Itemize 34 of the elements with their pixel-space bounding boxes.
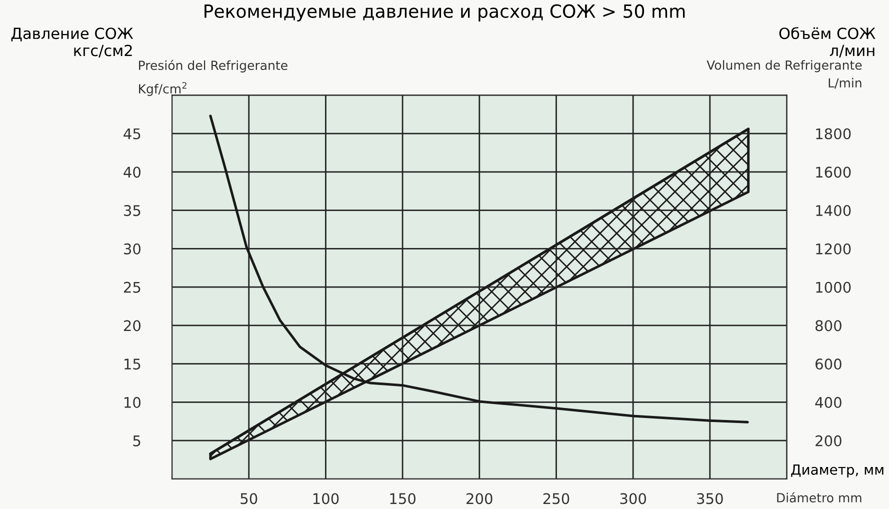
y-tick-label: 15 [124,358,140,370]
x-tick-label: 100 [313,493,339,504]
y2-tick-label: 1200 [816,243,851,254]
y-tick-label: 35 [124,205,140,216]
y2-tick-label: 200 [816,435,842,446]
text: L/min [828,78,862,89]
text: Volumen de Refrigerante [706,60,862,72]
y2-axis-title: Объём СОЖ л/мин [779,27,876,58]
y2-tick-label: 400 [815,396,842,408]
y2-tick-label: 600 [816,358,842,370]
y2-tick-label: 1400 [816,205,851,216]
y-tick-label: 10 [124,396,140,408]
y2-tick-label: 1600 [816,166,851,178]
y-axis-title: Давление СОЖ кгс/см2 [11,28,134,58]
x-tick-label: 50 [240,493,258,504]
y-tick-label: 30 [124,243,140,254]
x-tick-label: 200 [466,493,492,504]
x-axis-title: Диаметр, мм [791,464,884,478]
y-tick-label: 25 [124,282,140,293]
y2-tick-label: 1800 [816,128,851,140]
annotation: Kgf/cm$^{2}$ [139,82,186,96]
y2-tick-label: 800 [816,320,842,332]
x-tick-label: 300 [620,493,646,504]
x-tick-label: 350 [697,493,723,504]
y-tick-label: 20 [124,320,140,332]
y-tick-label: 5 [133,436,140,446]
y-tick-label: 45 [124,128,140,140]
x-tick-label: 250 [543,493,570,504]
x-tick-label: 150 [390,493,416,504]
text: Diámetro mm [777,492,862,502]
chart-title: Рекомендуемые давление и расход СОЖ > 50 mm [204,4,685,22]
text: Presión del Refrigerante [139,60,288,72]
y-tick-label: 40 [124,166,140,178]
y2-tick-label: 1000 [816,282,851,293]
